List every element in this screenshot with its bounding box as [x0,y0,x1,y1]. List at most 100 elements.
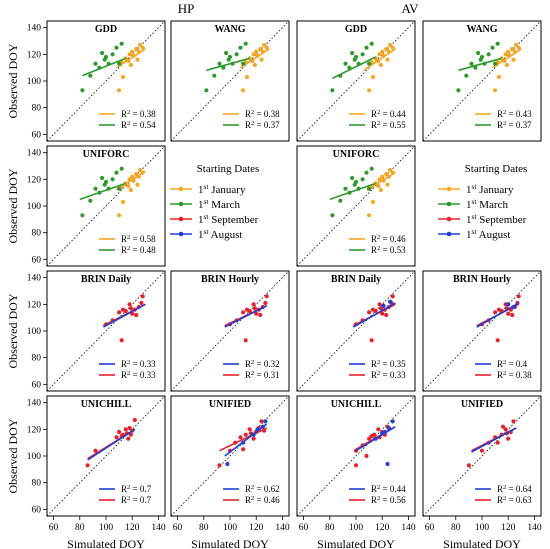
data-point [140,294,145,299]
panel-title: WANG [214,24,245,35]
x-tick-label: 140 [151,523,166,533]
legend-marker [446,231,452,237]
y-tick-label: 100 [27,327,42,337]
legend-entry-label: 1st March [466,197,508,211]
legend-entry-label: 1st January [198,182,246,196]
x-tick-label: 60 [425,523,435,533]
regression-line [363,48,396,71]
data-point [376,427,381,432]
panel-title: BRIN Hourly [201,274,259,285]
panel-9: BRIN Hourly R2 = 0.4R2 = 0.38 [422,270,542,392]
x-axis-label: Simulated DOY [67,537,145,549]
panel-title: BRIN Hourly [453,274,511,285]
data-point [128,432,133,437]
x-tick-label: 120 [375,523,390,533]
panel-title: UNIFIED [461,399,503,410]
regression-line [492,48,522,69]
panel-title: GDD [345,24,367,35]
data-point [496,74,502,80]
data-point [100,50,105,56]
data-point [495,440,500,445]
data-point [93,61,98,66]
data-point [119,338,124,343]
y-tick-label: 100 [27,202,42,212]
x-tick-label: 80 [75,523,85,533]
panel-frame [170,20,290,142]
legend-r2-label: R2 = 0.7 [121,495,152,505]
data-point [479,448,485,453]
data-point [506,302,511,307]
y-tick-label: 100 [27,452,42,462]
legend-r2-label: R2 = 0.46 [245,495,280,505]
legend-title: Starting Dates [465,163,528,175]
data-point [247,427,252,432]
panel-title: BRIN Daily [81,274,131,285]
header-hp: HP [178,1,195,16]
data-point [378,62,383,68]
data-point [353,179,359,185]
x-tick-label: 60 [173,523,183,533]
data-point [263,300,268,306]
data-point [252,62,257,68]
data-point [134,312,139,318]
regression-line [476,302,520,328]
legend-entry-label: 1st August [198,227,242,241]
data-point [388,42,393,48]
data-point [367,310,372,315]
one-to-one-line [170,20,290,142]
data-point [386,425,391,431]
regression-line [219,427,268,452]
data-point [140,45,145,50]
data-point [251,52,256,57]
data-point [251,302,256,307]
data-point [123,427,128,432]
data-point [128,306,133,311]
data-point [367,436,372,441]
header-av: AV [401,1,419,16]
legend-r2-label: R2 = 0.38 [245,109,280,119]
data-point [264,294,269,299]
data-point [114,170,119,175]
legend-r2-label: R2 = 0.48 [121,245,156,255]
data-point [241,447,246,452]
one-to-one-line [296,20,416,142]
data-point [510,312,515,318]
data-point [369,433,374,439]
legend-r2-label: R2 = 0.37 [245,120,280,130]
data-point [486,52,491,57]
data-point [117,213,122,218]
y-tick-label: 140 [27,149,42,159]
data-point [204,88,209,93]
data-point [381,303,386,308]
data-point [128,187,133,193]
data-point [264,45,269,50]
legend-marker [178,231,184,237]
x-tick-label: 100 [223,523,238,533]
regression-line [458,57,502,72]
data-point [330,213,335,218]
data-point [360,52,365,57]
data-point [370,74,376,80]
legend-marker [178,186,184,192]
data-point [119,41,124,46]
panel-title: BRIN Daily [331,274,381,285]
data-point [514,42,519,48]
legend-r2-label: R2 = 0.53 [371,245,406,255]
regression-line [355,425,396,452]
data-point [117,88,122,93]
data-point [364,45,369,50]
data-point [493,310,498,315]
data-point [376,183,381,189]
data-point [126,183,131,189]
regression-line [116,48,146,69]
legend-r2-label: R2 = 0.43 [497,109,532,119]
data-point [476,50,481,56]
data-point [238,45,243,50]
data-point [117,310,122,315]
data-point [377,52,382,57]
x-axis-label: Simulated DOY [191,537,269,549]
